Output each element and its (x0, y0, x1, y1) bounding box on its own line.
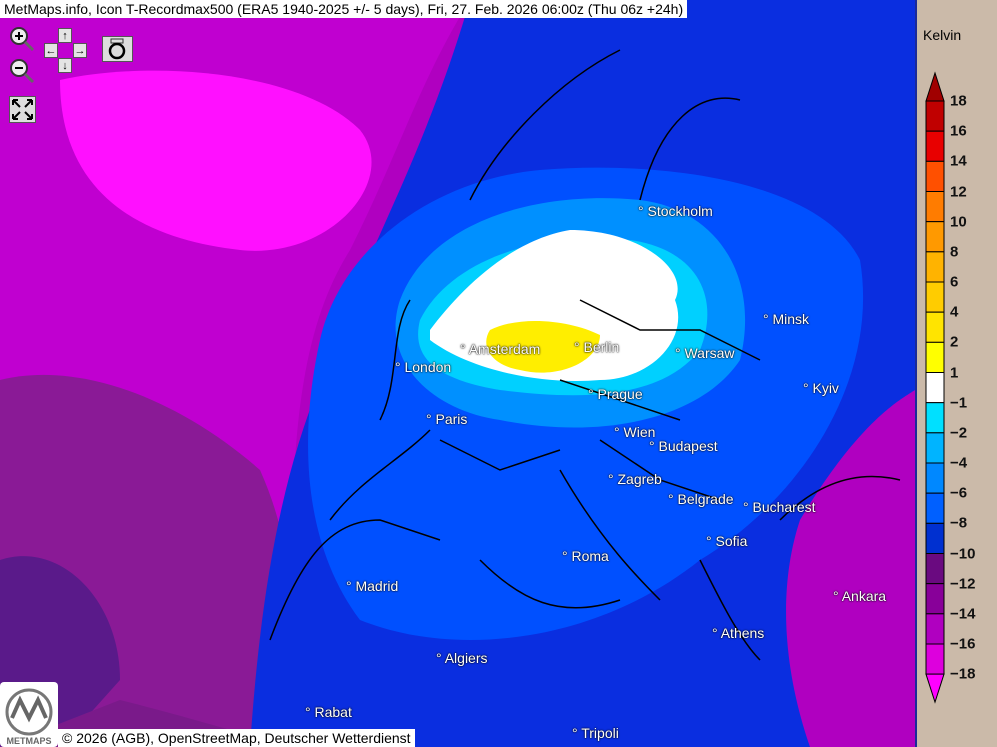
pan-down-button[interactable]: ↓ (58, 58, 72, 73)
city-label: ° Sofia (706, 533, 748, 549)
legend-swatch (925, 402, 945, 434)
pan-up-button[interactable]: ↑ (58, 28, 72, 43)
legend-label: 12 (950, 183, 967, 200)
legend-unit: Kelvin (923, 27, 962, 43)
city-label: ° Budapest (649, 438, 718, 454)
pan-left-button[interactable]: ← (44, 43, 58, 58)
legend-label: −8 (950, 514, 968, 532)
zoom-out-icon[interactable] (8, 58, 36, 84)
legend-label: −2 (950, 424, 968, 442)
legend-swatch (925, 281, 945, 313)
city-label: ° Athens (712, 625, 765, 641)
legend-swatch (925, 311, 945, 343)
city-label: ° Rabat (305, 704, 352, 720)
city-label: ° Wien (614, 424, 656, 440)
legend-swatch (925, 221, 945, 253)
city-label: ° Algiers (436, 650, 488, 666)
legend-swatch (925, 643, 945, 675)
legend-swatch (925, 341, 945, 374)
metmaps-logo: METMAPS (0, 682, 58, 747)
legend-label: −18 (950, 665, 976, 683)
city-label: ° Berlin (574, 339, 620, 355)
legend-swatch (925, 130, 945, 162)
legend-swatch (925, 372, 945, 404)
map-title: MetMaps.info, Icon T-Recordmax500 (ERA5 … (0, 0, 688, 18)
legend-label: 18 (950, 92, 967, 110)
color-legend: Kelvin 18 16 14 12 10 8 6 4 2 1 −1 −2 −4 −6 −8 −10 −12 −1… (915, 0, 997, 747)
legend-swatch (925, 432, 945, 464)
city-label: ° Roma (562, 548, 609, 564)
legend-label: −12 (950, 575, 976, 593)
city-label: ° Amsterdam (460, 341, 541, 357)
city-label: ° Paris (426, 411, 468, 427)
camera-icon[interactable] (102, 36, 133, 62)
legend-label: −10 (950, 545, 976, 562)
legend-label: 6 (950, 273, 959, 291)
legend-swatch (925, 160, 945, 192)
legend-label: −14 (950, 605, 976, 623)
legend-bottom-triangle (925, 673, 945, 704)
legend-label: 10 (950, 213, 967, 231)
temperature-map[interactable]: MetMaps.info, Icon T-Recordmax500 (ERA5 … (0, 0, 915, 747)
city-label: ° Madrid (346, 578, 399, 594)
legend-label: −4 (950, 454, 968, 472)
pan-right-button[interactable]: → (73, 43, 87, 58)
legend-label: 2 (950, 333, 959, 351)
legend-swatch (925, 462, 945, 494)
zoom-in-icon[interactable] (8, 26, 36, 52)
city-label: ° Bucharest (743, 499, 816, 515)
legend-swatch (925, 553, 945, 585)
legend-label: 4 (950, 303, 959, 321)
legend-swatch (925, 251, 945, 283)
city-label: ° Ankara (833, 588, 887, 604)
fullscreen-icon[interactable] (9, 96, 36, 123)
legend-swatch (925, 100, 945, 132)
city-label: ° Tripoli (572, 725, 619, 741)
legend-label: 16 (950, 122, 967, 140)
legend-swatch (925, 613, 945, 645)
legend-colorbar (925, 71, 945, 704)
city-label: ° Prague (588, 386, 643, 402)
attribution: © 2026 (AGB), OpenStreetMap, Deutscher W… (58, 729, 415, 747)
legend-swatch (925, 191, 945, 223)
legend-swatch (925, 583, 945, 615)
legend-swatch (925, 492, 945, 524)
svg-text:METMAPS: METMAPS (7, 736, 52, 746)
legend-label: −16 (950, 635, 976, 653)
legend-label: −6 (950, 484, 968, 502)
legend-label: 14 (950, 152, 967, 170)
city-label: ° Zagreb (608, 471, 662, 487)
city-label: ° London (395, 359, 452, 375)
legend-label: 8 (950, 243, 959, 261)
city-label: ° Minsk (763, 311, 810, 327)
map-field (0, 0, 915, 747)
city-label: ° Kyiv (803, 380, 839, 396)
legend-label: 1 (950, 364, 959, 381)
legend-label: −1 (950, 394, 968, 412)
city-label: ° Warsaw (675, 345, 735, 361)
city-label: ° Stockholm (638, 203, 713, 219)
legend-top-triangle (925, 71, 945, 102)
city-label: ° Belgrade (668, 491, 734, 507)
legend-swatch (925, 522, 945, 554)
